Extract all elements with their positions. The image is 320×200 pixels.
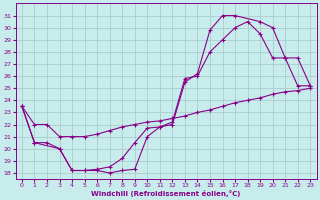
X-axis label: Windchill (Refroidissement éolien,°C): Windchill (Refroidissement éolien,°C) bbox=[92, 190, 241, 197]
